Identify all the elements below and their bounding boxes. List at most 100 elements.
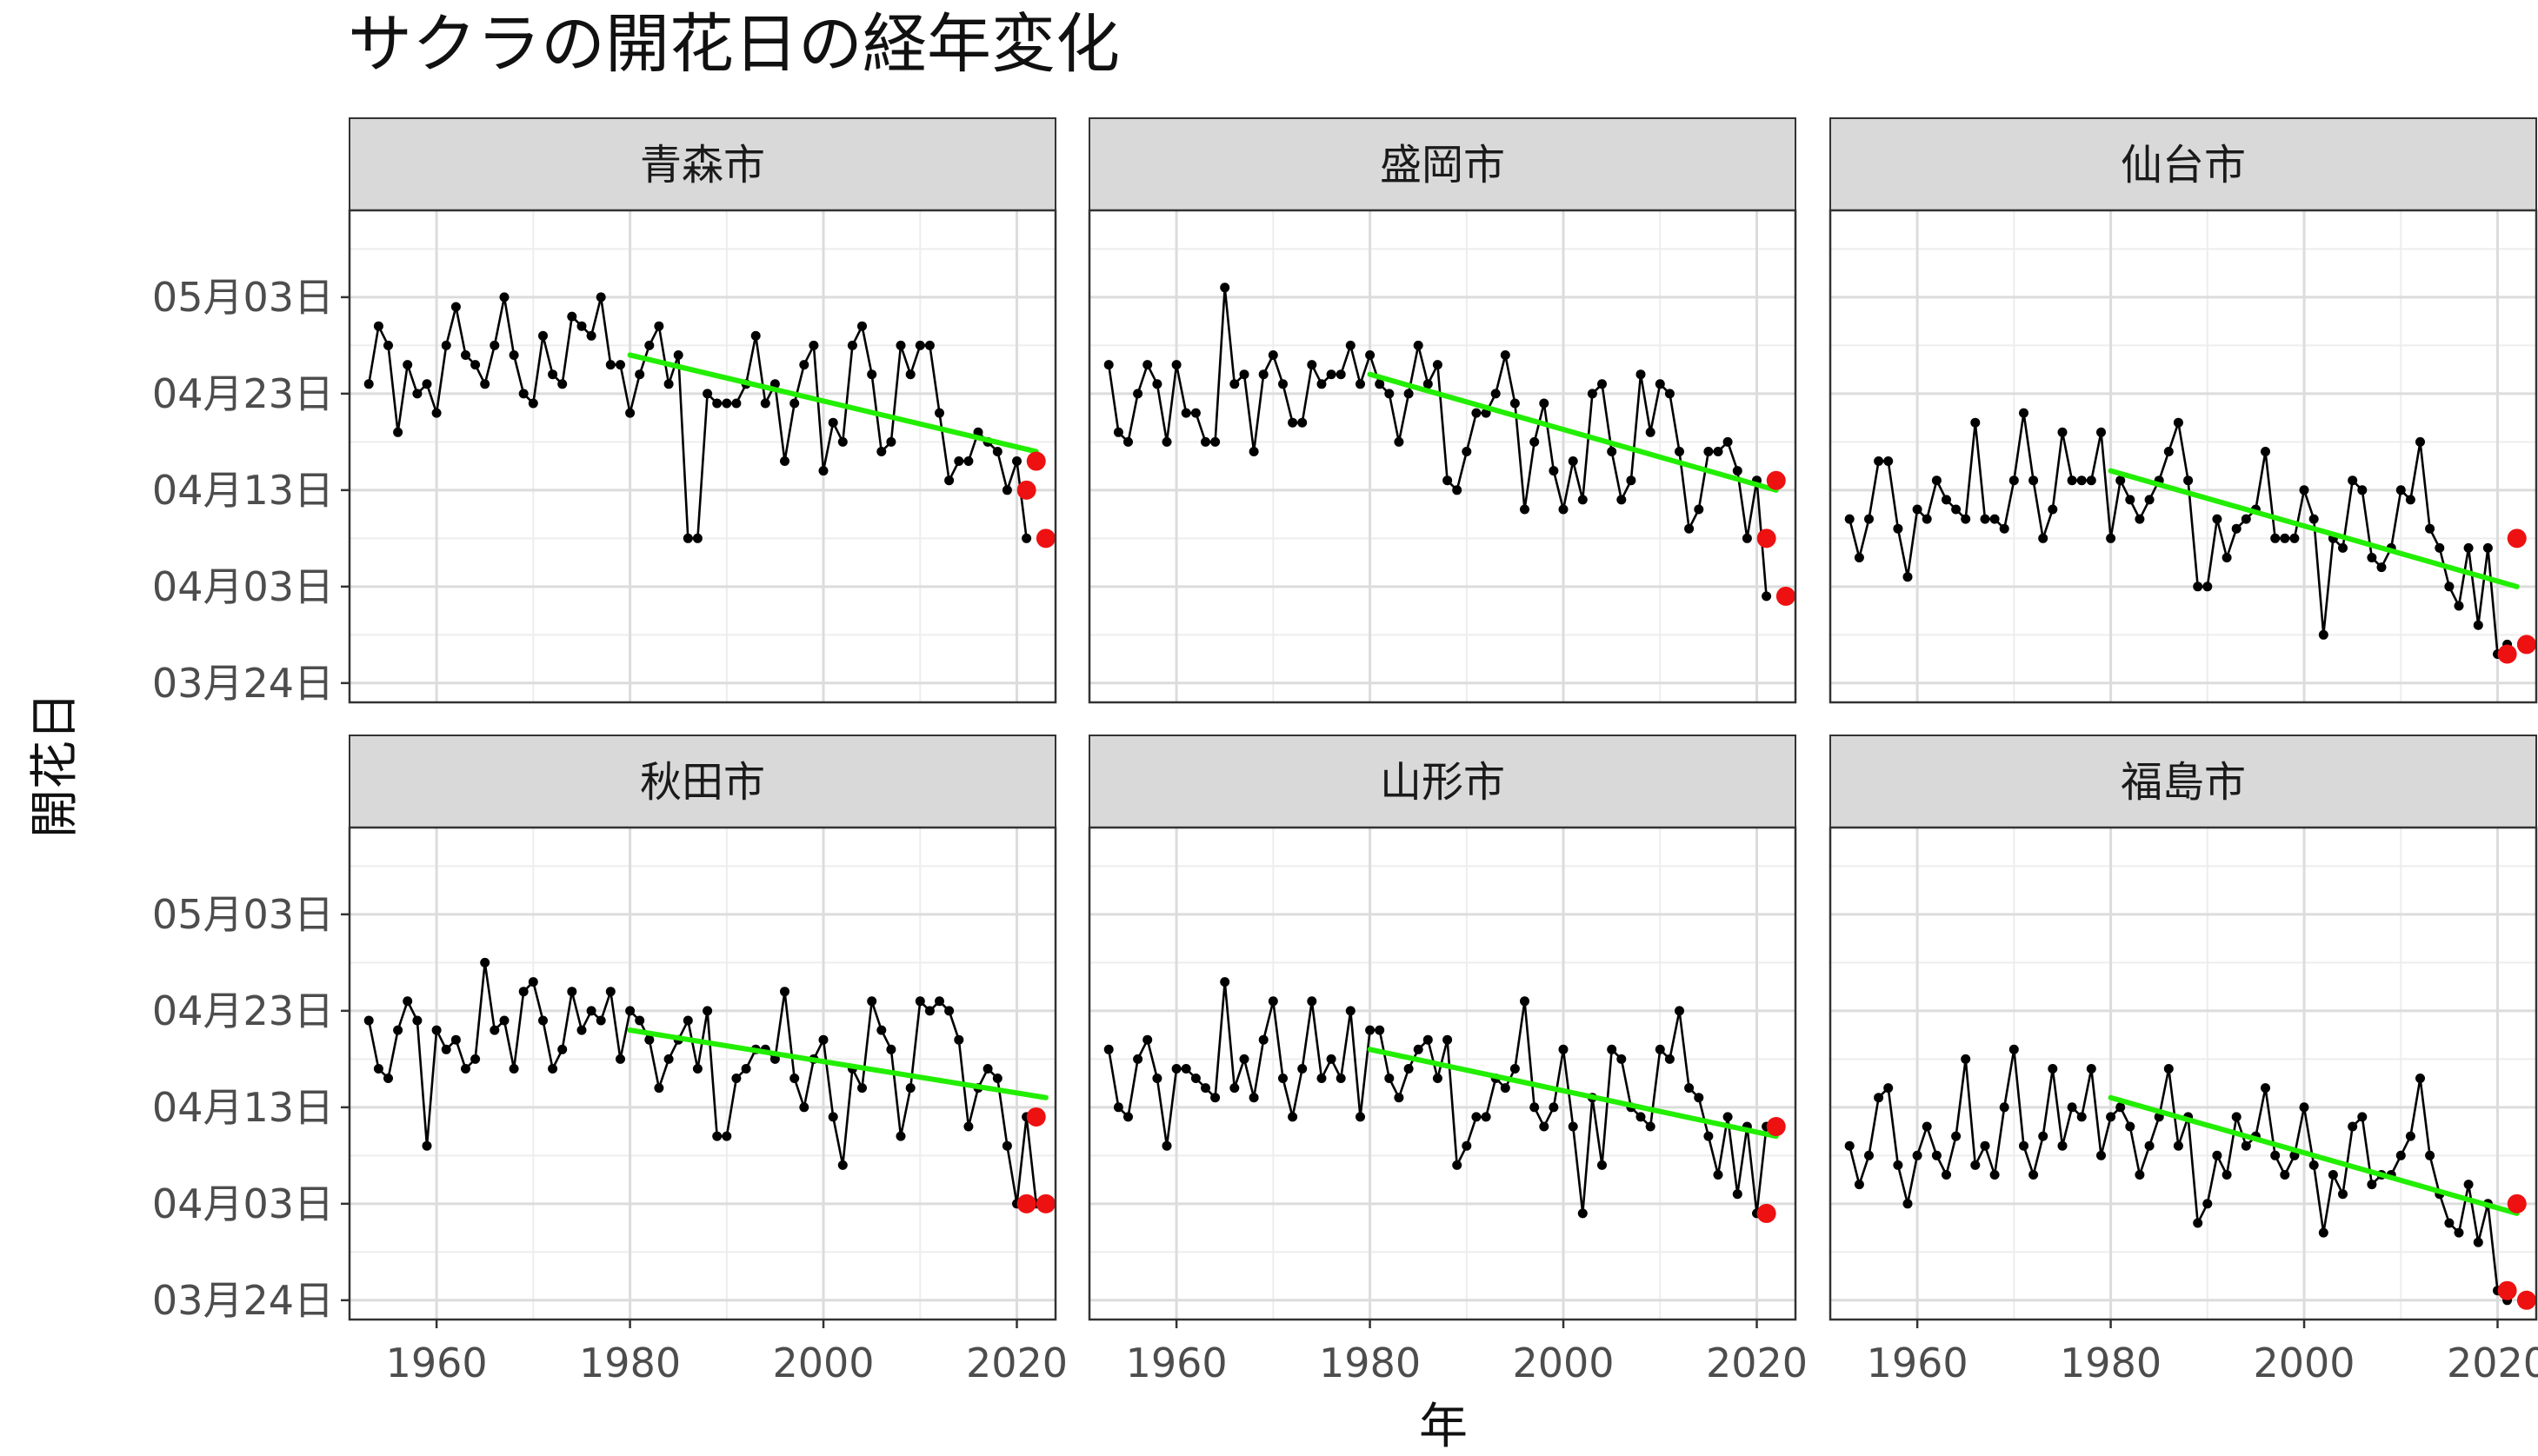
panel-4: 山形市 1960 1980 2000 2020 <box>1088 735 1808 1386</box>
data-point <box>1703 1131 1714 1141</box>
data-point <box>1980 1140 1990 1151</box>
data-point <box>876 1025 887 1035</box>
data-point <box>935 996 944 1007</box>
data-point <box>654 321 664 331</box>
data-point <box>480 957 490 967</box>
data-point <box>935 408 944 418</box>
data-point <box>1722 436 1733 447</box>
highlight-point <box>1016 480 1036 500</box>
data-point <box>1297 1064 1308 1074</box>
data-point <box>1462 447 1472 456</box>
data-point <box>2454 1227 2464 1238</box>
data-point <box>450 302 461 312</box>
data-point <box>1249 1093 1259 1103</box>
data-point <box>1413 1044 1423 1054</box>
data-point <box>2405 495 2415 505</box>
data-point <box>431 408 442 418</box>
data-point <box>635 369 645 380</box>
panel-border <box>1829 209 2538 704</box>
data-point <box>1229 1083 1240 1094</box>
data-point <box>1529 436 1540 447</box>
data-point <box>1558 504 1569 515</box>
data-point <box>2115 1102 2126 1113</box>
data-point <box>2261 1083 2270 1094</box>
data-point <box>1316 1074 1327 1083</box>
data-point <box>1384 1074 1395 1083</box>
data-point <box>2299 485 2309 495</box>
panel-border <box>348 826 1057 1321</box>
data-point <box>2057 427 2068 437</box>
data-point <box>1616 495 1627 505</box>
data-point <box>2415 1074 2425 1083</box>
data-point <box>683 533 693 543</box>
y-tick-label: 04月13日 <box>152 1084 334 1131</box>
data-point <box>1103 1044 1114 1054</box>
data-point <box>1171 1064 1182 1074</box>
data-point <box>2241 1140 2251 1151</box>
data-point <box>509 1064 519 1074</box>
data-point <box>383 340 393 350</box>
data-point <box>1597 379 1607 389</box>
data-point <box>1210 436 1221 447</box>
data-point <box>741 1064 751 1074</box>
data-point <box>1462 1140 1472 1151</box>
panel-0: 青森市 03月24日 04月03日 04月13日 04月23日 05月03日 <box>152 117 1057 707</box>
data-point <box>1288 417 1298 428</box>
data-point <box>1961 514 1971 524</box>
strip-label: 青森市 <box>640 141 765 189</box>
x-tick-label: 1980 <box>1319 1340 1421 1386</box>
data-point <box>576 1025 587 1035</box>
data-point <box>2299 1102 2309 1113</box>
data-point <box>1181 1064 1191 1074</box>
data-point <box>1970 1160 1981 1170</box>
data-point <box>1307 996 1317 1007</box>
highlight-point <box>2507 529 2527 548</box>
data-point <box>1675 1006 1684 1016</box>
strip-label: 仙台市 <box>2121 141 2246 189</box>
data-point <box>1607 447 1617 456</box>
data-point <box>1249 447 1259 456</box>
data-point <box>2222 553 2232 562</box>
data-point <box>2038 533 2048 543</box>
data-point <box>1432 360 1442 370</box>
x-axis-label: 年 <box>1419 1399 1468 1455</box>
data-point <box>450 1034 461 1045</box>
data-point <box>1655 1044 1665 1054</box>
data-point <box>683 1015 693 1026</box>
data-point <box>1278 379 1288 389</box>
data-point <box>1577 495 1588 505</box>
panel-border <box>1088 209 1797 704</box>
data-point <box>2183 475 2194 486</box>
data-point <box>2395 1150 2406 1160</box>
x-tick-label: 2020 <box>1706 1340 1808 1386</box>
data-point <box>1713 447 1723 456</box>
data-point <box>1356 1112 1365 1122</box>
data-point <box>2270 533 2281 543</box>
data-point <box>799 360 809 370</box>
data-point <box>1893 523 1903 534</box>
data-point <box>1520 996 1529 1007</box>
data-point <box>373 1064 383 1074</box>
data-point <box>2106 533 2116 543</box>
data-point <box>2212 514 2222 524</box>
data-point <box>596 292 606 303</box>
data-point <box>1931 475 1942 486</box>
data-point <box>373 321 383 331</box>
data-point <box>1452 1160 1462 1170</box>
data-point <box>2173 1140 2183 1151</box>
data-point <box>954 1034 964 1045</box>
plot-background <box>1089 210 1795 702</box>
data-point <box>605 360 616 370</box>
x-tick-label: 1960 <box>1126 1340 1228 1386</box>
data-point <box>1549 466 1559 476</box>
highlight-point <box>2497 644 2517 664</box>
data-point <box>1442 1034 1453 1045</box>
x-tick-label: 2000 <box>2254 1340 2355 1386</box>
y-tick-label: 04月03日 <box>152 1180 334 1227</box>
data-point <box>731 1074 742 1083</box>
data-point <box>1989 1170 2000 1180</box>
panel-border <box>1088 826 1797 1321</box>
data-point <box>431 1025 442 1035</box>
data-point <box>1345 340 1356 350</box>
data-point <box>1239 1054 1249 1064</box>
